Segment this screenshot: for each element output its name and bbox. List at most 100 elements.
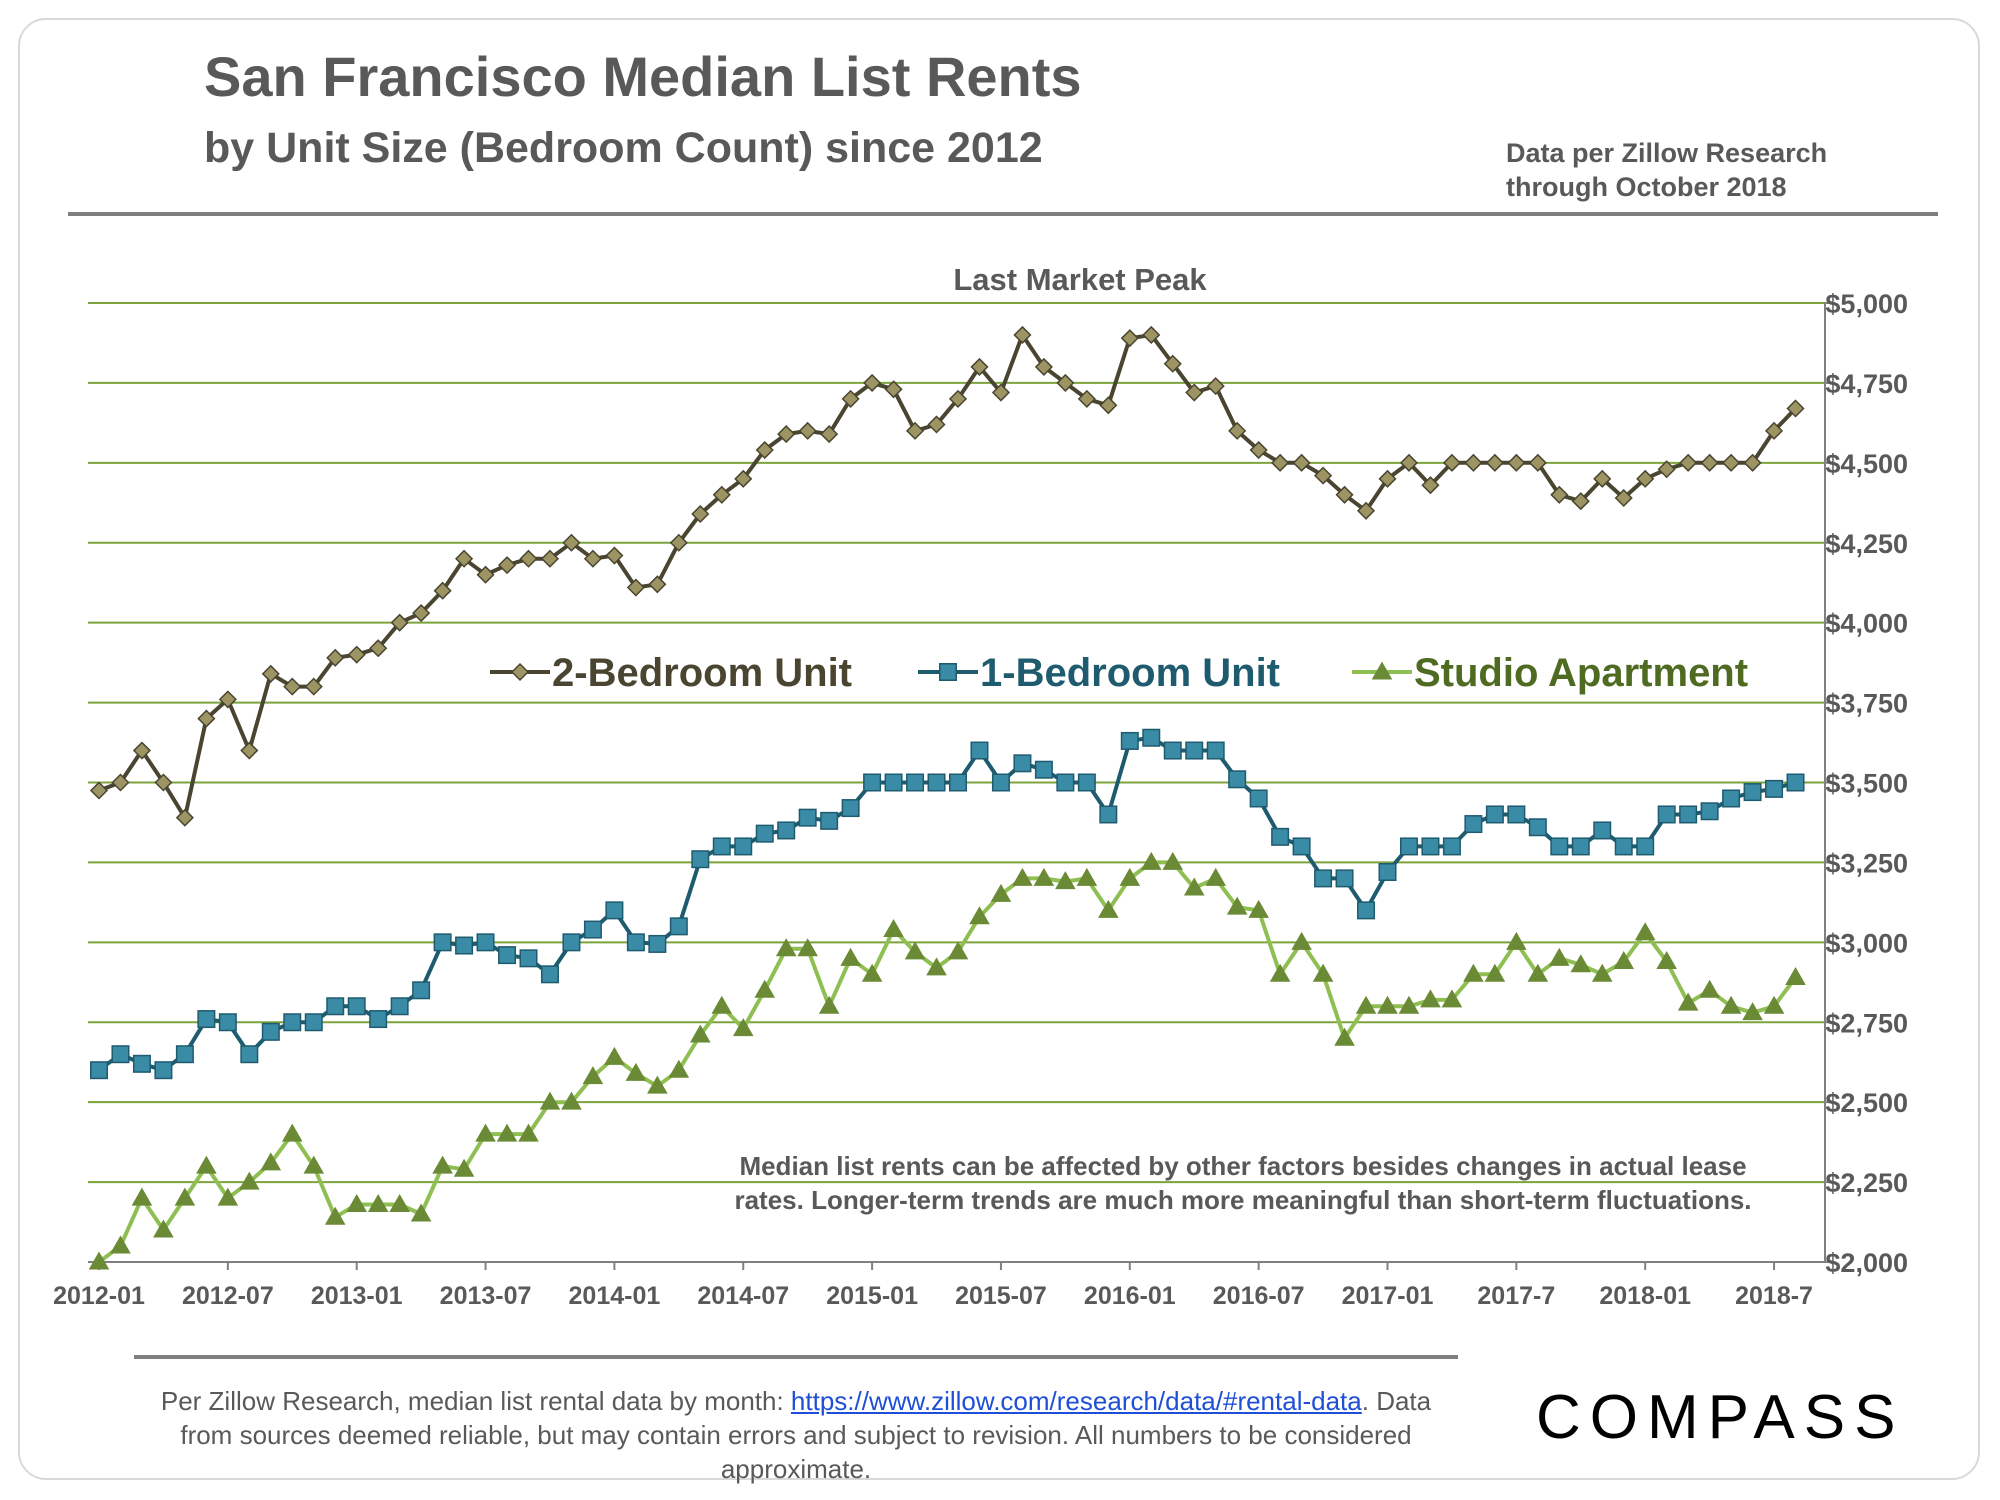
legend-item-1-bedroom: 1-Bedroom Unit	[918, 651, 1280, 695]
data-point-2-bedroom	[132, 741, 152, 760]
data-point-2-bedroom	[970, 357, 989, 376]
data-point-1-bedroom	[562, 933, 581, 952]
data-point-2-bedroom	[369, 639, 388, 658]
x-tick-label: 2012-07	[182, 1282, 274, 1310]
data-point-studio	[1033, 867, 1055, 886]
y-tick-label: $4,250	[1825, 529, 1908, 559]
data-point-2-bedroom	[1034, 357, 1053, 376]
data-point-studio	[1742, 1002, 1763, 1021]
data-point-1-bedroom	[1056, 773, 1075, 792]
x-tick-label: 2017-7	[1477, 1282, 1555, 1310]
y-tick-label: $4,000	[1825, 609, 1908, 639]
data-point-2-bedroom	[1185, 383, 1204, 402]
data-point-1-bedroom	[1421, 837, 1440, 856]
data-point-studio	[303, 1155, 325, 1174]
data-point-2-bedroom	[240, 741, 259, 760]
data-point-studio	[1076, 867, 1098, 886]
data-point-studio	[196, 1155, 217, 1174]
data-point-2-bedroom	[154, 773, 173, 792]
x-tick-label: 2016-01	[1084, 1282, 1176, 1310]
data-point-2-bedroom	[1249, 440, 1268, 460]
data-point-1-bedroom	[304, 1013, 323, 1032]
data-point-studio	[1312, 963, 1334, 982]
data-point-studio	[1248, 899, 1269, 918]
legend-marker	[939, 663, 957, 681]
data-point-2-bedroom	[1163, 354, 1182, 373]
data-point-2-bedroom	[669, 533, 688, 552]
data-point-2-bedroom	[1314, 466, 1333, 485]
data-point-1-bedroom	[605, 901, 624, 920]
data-point-1-bedroom	[970, 741, 989, 760]
legend-label: 2-Bedroom Unit	[552, 651, 852, 695]
page-subtitle: by Unit Size (Bedroom Count) since 2012	[204, 124, 1043, 172]
data-point-studio	[1420, 989, 1441, 1008]
data-point-1-bedroom	[1185, 741, 1204, 760]
data-point-studio	[1527, 963, 1549, 982]
y-tick-label: $2,000	[1825, 1248, 1908, 1278]
data-point-studio	[1720, 995, 1742, 1014]
data-point-1-bedroom	[1163, 741, 1182, 760]
data-point-2-bedroom	[1722, 453, 1741, 472]
data-point-studio	[904, 941, 926, 960]
data-point-studio	[1119, 867, 1141, 886]
data-point-2-bedroom	[175, 808, 194, 827]
series-layer	[88, 325, 1806, 1270]
data-point-studio	[1162, 851, 1184, 870]
data-point-1-bedroom	[1228, 770, 1247, 789]
data-point-2-bedroom	[1528, 453, 1547, 472]
data-point-2-bedroom	[111, 773, 130, 792]
data-point-1-bedroom	[1743, 783, 1762, 802]
data-point-1-bedroom	[261, 1022, 280, 1041]
data-point-studio	[625, 1062, 647, 1081]
data-point-studio	[926, 957, 947, 976]
data-point-2-bedroom	[1786, 399, 1805, 418]
data-point-1-bedroom	[218, 1013, 237, 1032]
y-axis: $2,000 $2,250 $2,500 $2,750 $3,000 $3,250 $3,5…	[1824, 289, 1908, 1278]
data-point-studio	[1098, 899, 1119, 918]
data-point-1-bedroom	[154, 1061, 173, 1080]
data-point-1-bedroom	[476, 933, 495, 952]
compass-logo: COMPASS	[1536, 1383, 1904, 1450]
data-point-1-bedroom	[884, 773, 903, 792]
data-point-2-bedroom	[433, 581, 452, 600]
data-point-2-bedroom	[1550, 485, 1569, 504]
data-point-1-bedroom	[1442, 837, 1461, 856]
data-point-2-bedroom	[734, 469, 753, 488]
data-point-studio	[346, 1193, 367, 1212]
data-point-studio	[840, 947, 861, 966]
data-point-2-bedroom	[820, 425, 839, 444]
legend-item-2-bedroom: 2-Bedroom Unit	[490, 651, 852, 695]
annotation-line-1: Median list rents can be affected by oth…	[739, 1151, 1746, 1181]
data-point-2-bedroom	[1142, 325, 1161, 345]
data-point-2-bedroom	[1679, 453, 1698, 472]
data-point-1-bedroom	[1271, 827, 1290, 846]
data-point-1-bedroom	[1206, 741, 1225, 760]
data-point-studio	[754, 979, 776, 998]
data-point-2-bedroom	[476, 565, 495, 584]
data-point-2-bedroom	[991, 383, 1011, 402]
data-point-studio	[647, 1075, 668, 1094]
data-point-studio	[990, 883, 1012, 902]
data-point-studio	[1634, 922, 1656, 941]
zillow-data-link[interactable]: https://www.zillow.com/research/data/#re…	[790, 1386, 1362, 1416]
data-point-1-bedroom	[1120, 731, 1139, 750]
y-tick-label: $3,750	[1825, 689, 1908, 719]
y-tick-label: $2,750	[1825, 1008, 1908, 1038]
y-tick-label: $3,000	[1825, 928, 1908, 958]
data-point-1-bedroom	[283, 1013, 302, 1032]
legend-marker	[510, 662, 530, 682]
data-point-studio	[1269, 963, 1291, 982]
data-point-studio	[668, 1059, 690, 1078]
data-point-1-bedroom	[1614, 837, 1633, 856]
data-point-2-bedroom	[412, 604, 431, 623]
data-point-studio	[1355, 995, 1377, 1014]
compass-logo-text: COMPASS	[1536, 1383, 1904, 1450]
data-point-2-bedroom	[218, 690, 237, 709]
data-point-studio	[1699, 979, 1720, 998]
source-line-1: Data per Zillow Research	[1506, 138, 1828, 168]
data-point-1-bedroom	[175, 1045, 194, 1064]
data-point-1-bedroom	[1722, 789, 1741, 808]
data-point-1-bedroom	[1636, 837, 1655, 856]
data-point-2-bedroom	[841, 389, 860, 408]
